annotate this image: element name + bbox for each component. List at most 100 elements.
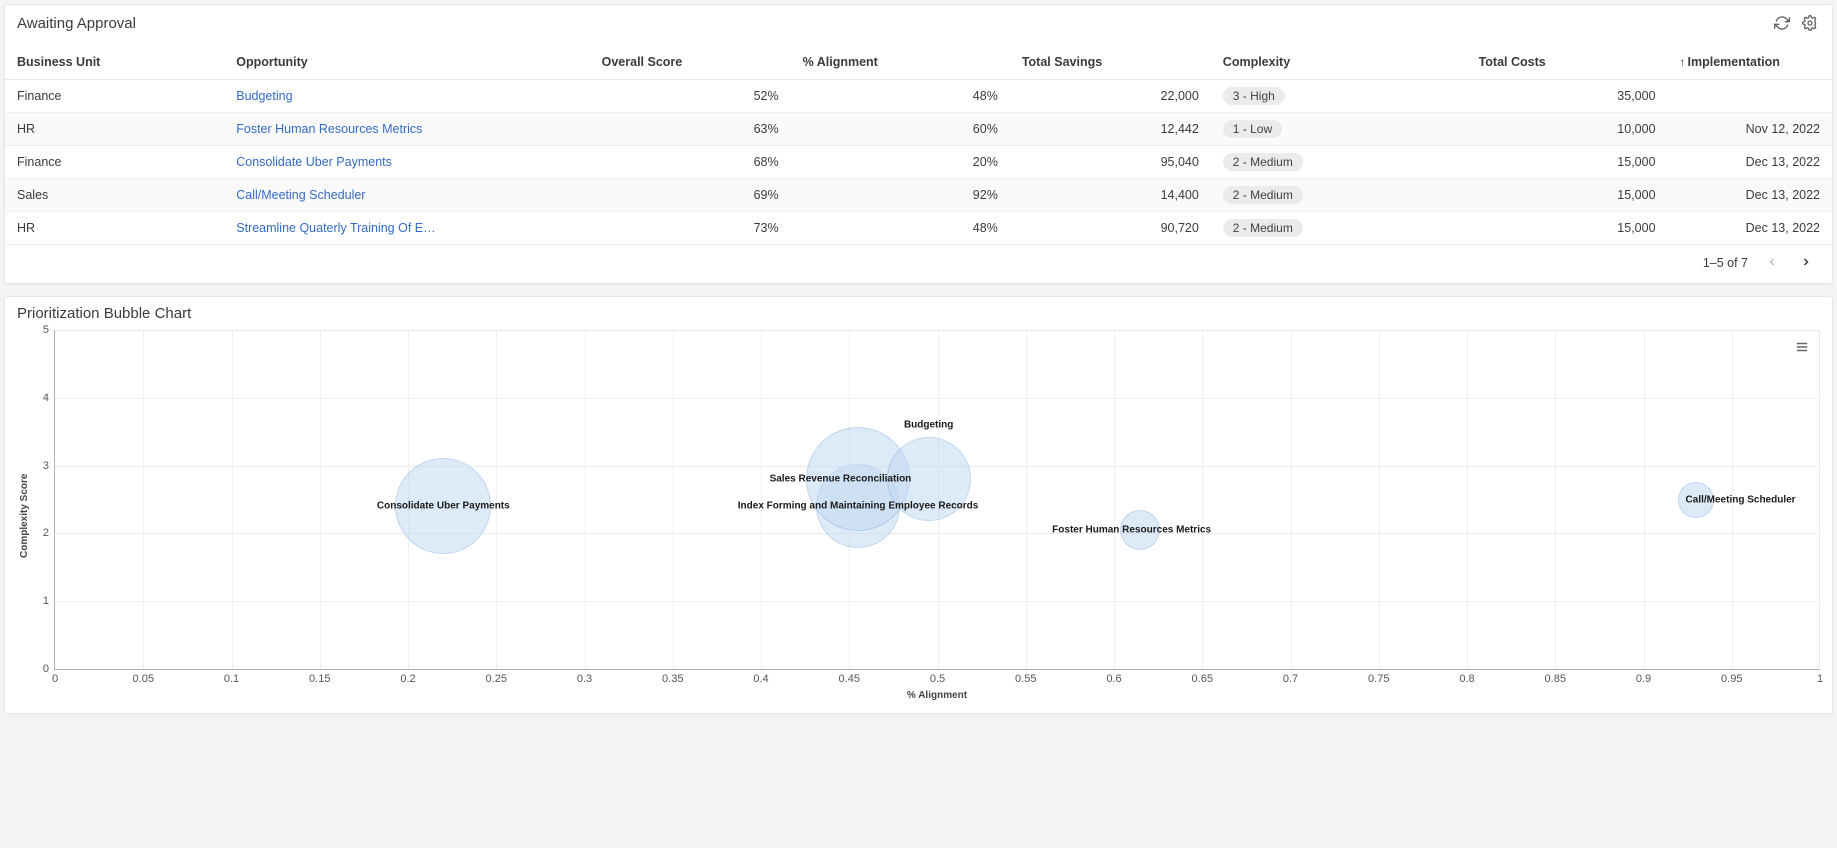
cell-business-unit: HR xyxy=(5,113,224,146)
y-tick: 4 xyxy=(43,392,55,404)
refresh-icon[interactable] xyxy=(1772,13,1792,33)
col-implementation[interactable]: ↑Implementation xyxy=(1668,45,1832,80)
cell-opportunity[interactable]: Streamline Quaterly Training Of E… xyxy=(224,212,589,245)
x-tick: 0.5 xyxy=(930,669,945,685)
table-row[interactable]: SalesCall/Meeting Scheduler69%92%14,4002… xyxy=(5,179,1832,212)
cell-costs: 10,000 xyxy=(1467,113,1668,146)
chart-title: Prioritization Bubble Chart xyxy=(17,305,1820,322)
x-axis-label: % Alignment xyxy=(54,690,1820,701)
cell-costs: 15,000 xyxy=(1467,146,1668,179)
x-tick: 0.9 xyxy=(1636,669,1651,685)
bubble-label: Consolidate Uber Payments xyxy=(377,501,510,512)
x-tick: 0.6 xyxy=(1106,669,1121,685)
x-tick: 0.4 xyxy=(753,669,768,685)
bubble-label: Sales Revenue Reconciliation xyxy=(770,474,912,485)
bubble-label: Foster Human Resources Metrics xyxy=(1052,525,1211,536)
card-actions xyxy=(1772,13,1820,33)
y-tick: 0 xyxy=(43,663,55,675)
pager: 1–5 of 7 xyxy=(5,245,1832,283)
x-tick: 0.05 xyxy=(133,669,154,685)
cell-opportunity[interactable]: Budgeting xyxy=(224,80,589,113)
cell-business-unit: Finance xyxy=(5,146,224,179)
table-header-row: Business Unit Opportunity Overall Score … xyxy=(5,45,1832,80)
cell-opportunity[interactable]: Call/Meeting Scheduler xyxy=(224,179,589,212)
chart-wrap: Complexity Score 00.050.10.150.20.250.30… xyxy=(5,326,1832,713)
table-row[interactable]: HRStreamline Quaterly Training Of E…73%4… xyxy=(5,212,1832,245)
col-business-unit[interactable]: Business Unit xyxy=(5,45,224,80)
cell-complexity: 1 - Low xyxy=(1211,113,1467,146)
x-tick: 0.1 xyxy=(224,669,239,685)
approval-table: Business Unit Opportunity Overall Score … xyxy=(5,45,1832,245)
col-overall-score[interactable]: Overall Score xyxy=(590,45,791,80)
chart-header: Prioritization Bubble Chart xyxy=(5,297,1832,326)
sort-asc-icon: ↑ xyxy=(1680,55,1686,69)
cell-costs: 15,000 xyxy=(1467,179,1668,212)
x-tick: 0.95 xyxy=(1721,669,1742,685)
bubble-label: Call/Meeting Scheduler xyxy=(1686,494,1796,505)
x-tick: 0.15 xyxy=(309,669,330,685)
y-tick: 3 xyxy=(43,460,55,472)
x-tick: 0.45 xyxy=(839,669,860,685)
cell-alignment: 60% xyxy=(791,113,1010,146)
x-tick: 1 xyxy=(1817,669,1823,685)
cell-complexity: 2 - Medium xyxy=(1211,179,1467,212)
y-tick: 1 xyxy=(43,595,55,607)
table-row[interactable]: HRFoster Human Resources Metrics63%60%12… xyxy=(5,113,1832,146)
col-complexity[interactable]: Complexity xyxy=(1211,45,1467,80)
cell-business-unit: HR xyxy=(5,212,224,245)
x-tick: 0.85 xyxy=(1545,669,1566,685)
cell-score: 52% xyxy=(590,80,791,113)
x-tick: 0.65 xyxy=(1192,669,1213,685)
col-opportunity[interactable]: Opportunity xyxy=(224,45,589,80)
cell-costs: 35,000 xyxy=(1467,80,1668,113)
col-total-costs[interactable]: Total Costs xyxy=(1467,45,1668,80)
bubble-chart-card: Prioritization Bubble Chart Complexity S… xyxy=(4,296,1833,714)
pager-prev[interactable] xyxy=(1762,255,1782,271)
cell-complexity: 2 - Medium xyxy=(1211,146,1467,179)
x-tick: 0.55 xyxy=(1015,669,1036,685)
x-tick: 0.8 xyxy=(1459,669,1474,685)
cell-savings: 14,400 xyxy=(1010,179,1211,212)
cell-score: 68% xyxy=(590,146,791,179)
cell-alignment: 48% xyxy=(791,212,1010,245)
cell-costs: 15,000 xyxy=(1467,212,1668,245)
table-row[interactable]: FinanceConsolidate Uber Payments68%20%95… xyxy=(5,146,1832,179)
y-tick: 5 xyxy=(43,324,55,336)
table-row[interactable]: FinanceBudgeting52%48%22,0003 - High35,0… xyxy=(5,80,1832,113)
x-tick: 0.75 xyxy=(1368,669,1389,685)
pager-text: 1–5 of 7 xyxy=(1703,256,1748,270)
cell-implementation xyxy=(1668,80,1832,113)
bubble-label: Index Forming and Maintaining Employee R… xyxy=(738,501,979,512)
col-alignment[interactable]: % Alignment xyxy=(791,45,1010,80)
x-tick: 0.2 xyxy=(400,669,415,685)
cell-implementation: Dec 13, 2022 xyxy=(1668,146,1832,179)
cell-complexity: 3 - High xyxy=(1211,80,1467,113)
gear-icon[interactable] xyxy=(1800,13,1820,33)
card-header: Awaiting Approval xyxy=(5,5,1832,37)
cell-implementation: Dec 13, 2022 xyxy=(1668,179,1832,212)
y-tick: 2 xyxy=(43,527,55,539)
x-tick: 0.35 xyxy=(662,669,683,685)
col-total-savings[interactable]: Total Savings xyxy=(1010,45,1211,80)
cell-score: 63% xyxy=(590,113,791,146)
cell-savings: 90,720 xyxy=(1010,212,1211,245)
cell-opportunity[interactable]: Foster Human Resources Metrics xyxy=(224,113,589,146)
cell-alignment: 20% xyxy=(791,146,1010,179)
cell-score: 69% xyxy=(590,179,791,212)
cell-alignment: 48% xyxy=(791,80,1010,113)
plot-area[interactable]: 00.050.10.150.20.250.30.350.40.450.50.55… xyxy=(54,330,1820,670)
x-tick: 0.25 xyxy=(486,669,507,685)
pager-next[interactable] xyxy=(1796,255,1816,271)
cell-savings: 12,442 xyxy=(1010,113,1211,146)
x-tick: 0.3 xyxy=(577,669,592,685)
cell-savings: 95,040 xyxy=(1010,146,1211,179)
awaiting-approval-card: Awaiting Approval Business Unit Opportun… xyxy=(4,4,1833,284)
chart-menu-icon[interactable] xyxy=(1794,340,1810,357)
cell-complexity: 2 - Medium xyxy=(1211,212,1467,245)
bubble-label: Budgeting xyxy=(904,419,953,430)
cell-opportunity[interactable]: Consolidate Uber Payments xyxy=(224,146,589,179)
cell-alignment: 92% xyxy=(791,179,1010,212)
x-tick: 0.7 xyxy=(1283,669,1298,685)
card-title: Awaiting Approval xyxy=(17,15,1772,32)
cell-implementation: Nov 12, 2022 xyxy=(1668,113,1832,146)
